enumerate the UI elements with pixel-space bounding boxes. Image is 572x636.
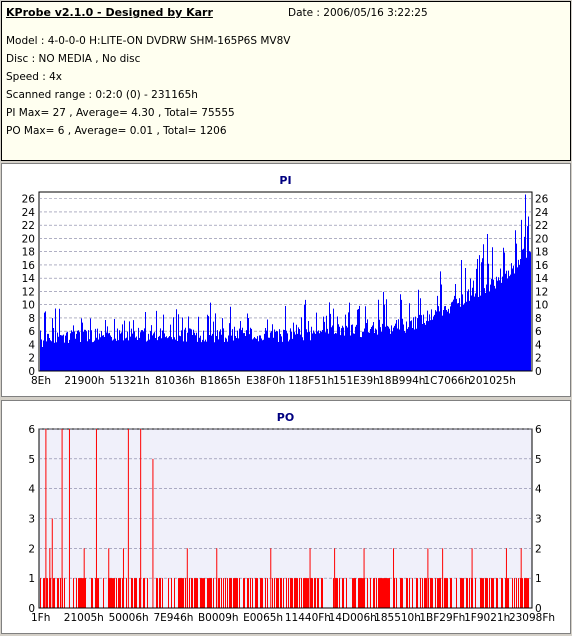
y-tick-label-right: 16 <box>535 260 549 272</box>
y-tick-label-left: 6 <box>28 326 35 338</box>
y-tick-label-left: 22 <box>22 220 35 232</box>
y-tick-label-left: 20 <box>22 233 35 245</box>
y-tick-label-right: 2 <box>535 353 542 365</box>
x-tick-label: 8Eh <box>31 375 51 387</box>
y-tick-label-right: 4 <box>535 484 542 496</box>
y-tick-label-left: 1 <box>28 573 35 585</box>
y-tick-label-right: 5 <box>535 454 542 466</box>
y-tick-label-left: 14 <box>22 273 36 285</box>
y-tick-label-left: 24 <box>22 207 36 219</box>
x-tick-label: 7E946h <box>153 612 193 624</box>
info-pi-summary: PI Max= 27 , Average= 4.30 , Total= 7555… <box>6 107 235 119</box>
y-tick-label-right: 2 <box>535 543 542 555</box>
y-tick-label-left: 6 <box>28 424 35 436</box>
x-tick-label: 118F51h <box>288 375 334 387</box>
x-tick-label: 1C7066h <box>424 375 471 387</box>
y-tick-label-right: 10 <box>535 300 548 312</box>
x-tick-label: 21005h <box>64 612 104 624</box>
bars <box>40 429 529 608</box>
info-panel: KProbe v2.1.0 - Designed by Karr Date : … <box>1 1 571 161</box>
chart-title: PI <box>279 174 291 187</box>
y-tick-label-right: 6 <box>535 326 542 338</box>
info-po-summary: PO Max= 6 , Average= 0.01 , Total= 1206 <box>6 125 227 137</box>
y-tick-label-right: 0 <box>535 603 542 615</box>
y-tick-label-right: 12 <box>535 286 548 298</box>
y-tick-label-left: 2 <box>28 543 35 555</box>
y-tick-label-left: 4 <box>28 484 35 496</box>
y-tick-label-left: 26 <box>22 194 36 206</box>
x-tick-label: 51321h <box>110 375 150 387</box>
x-tick-label: 201025h <box>469 375 516 387</box>
y-tick-label-left: 3 <box>28 514 35 526</box>
app-title: KProbe v2.1.0 - Designed by Karr <box>6 6 213 19</box>
y-tick-label-right: 6 <box>535 424 542 436</box>
x-tick-label: B0009h <box>198 612 239 624</box>
chart-title: PO <box>277 411 294 424</box>
y-tick-label-right: 4 <box>535 339 542 351</box>
y-tick-label-left: 0 <box>28 603 35 615</box>
y-tick-label-left: 16 <box>22 260 36 272</box>
y-tick-label-right: 20 <box>535 233 548 245</box>
x-tick-label: E0065h <box>243 612 283 624</box>
y-tick-label-left: 8 <box>28 313 35 325</box>
y-tick-label-right: 18 <box>535 247 548 259</box>
y-tick-label-right: 24 <box>535 207 549 219</box>
x-tick-label: 185510h <box>374 612 421 624</box>
pi-chart-panel: PI 0 0 2 2 4 4 6 6 8 8 10 10 12 12 14 14 16 16 18 18 20 20 22 22… <box>1 163 571 397</box>
x-tick-label: 151E39h <box>333 375 380 387</box>
x-tick-label: 81036h <box>155 375 195 387</box>
po-chart: PO 0 0 1 1 2 2 3 3 4 4 5 5 6 6 1Fh 21005h 50006h 7E946h B00… <box>28 411 555 624</box>
y-tick-label-left: 10 <box>22 300 35 312</box>
x-tick-label: 1BF29Fh <box>419 612 465 624</box>
info-scanned-range: Scanned range : 0:2:0 (0) - 231165h <box>6 89 198 101</box>
y-tick-label-right: 3 <box>535 514 542 526</box>
bars <box>40 194 531 371</box>
x-tick-label: E38F0h <box>246 375 285 387</box>
info-model: Model : 4-0-0-0 H:LITE-ON DVDRW SHM-165P… <box>6 35 291 47</box>
x-tick-label: 23098Fh <box>509 612 555 624</box>
x-tick-label: 50006h <box>109 612 149 624</box>
y-tick-label-right: 22 <box>535 220 548 232</box>
y-tick-label-left: 2 <box>28 353 35 365</box>
y-tick-label-left: 18 <box>22 247 35 259</box>
x-tick-label: 14D006h <box>329 612 377 624</box>
info-disc: Disc : NO MEDIA , No disc <box>6 53 141 65</box>
scan-date: Date : 2006/05/16 3:22:25 <box>288 7 428 19</box>
y-tick-label-left: 12 <box>22 286 35 298</box>
y-tick-label-right: 1 <box>535 573 542 585</box>
y-tick-label-right: 26 <box>535 194 549 206</box>
x-tick-label: 11440Fh <box>285 612 331 624</box>
x-tick-label: 21900h <box>64 375 104 387</box>
y-tick-label-right: 0 <box>535 366 542 378</box>
info-speed: Speed : 4x <box>6 71 63 83</box>
y-tick-label-right: 14 <box>535 273 549 285</box>
x-tick-label: B1865h <box>200 375 241 387</box>
po-chart-panel: PO 0 0 1 1 2 2 3 3 4 4 5 5 6 6 1Fh 21005h 50006h 7E946h B00… <box>1 400 571 634</box>
y-tick-label-left: 4 <box>28 339 35 351</box>
x-tick-label: 1Fh <box>31 612 50 624</box>
y-tick-label-left: 5 <box>28 454 35 466</box>
y-tick-label-right: 8 <box>535 313 542 325</box>
y-tick-label-left: 0 <box>28 366 35 378</box>
x-tick-label: 18B994h <box>378 375 425 387</box>
x-tick-label: 1F9021h <box>464 612 510 624</box>
